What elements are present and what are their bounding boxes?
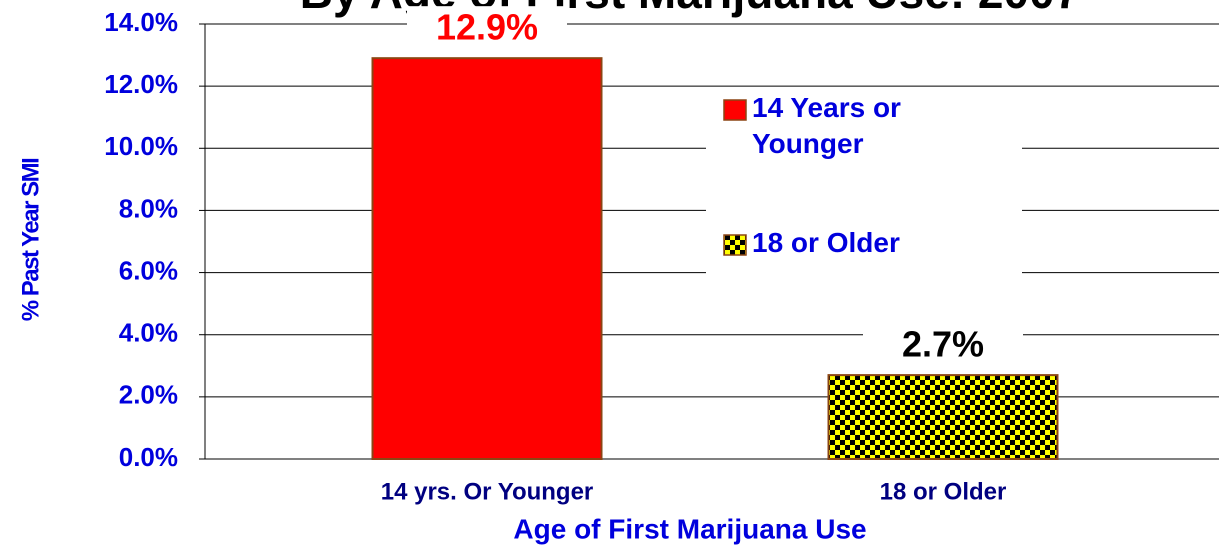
- value-label: 2.7%: [902, 324, 984, 365]
- y-tick-label: 4.0%: [119, 318, 178, 348]
- legend-box: [706, 88, 1022, 278]
- x-tick-label: 18 or Older: [880, 478, 1007, 505]
- value-label-bg: [863, 323, 1023, 370]
- y-tick-label: 8.0%: [119, 193, 178, 223]
- legend-item: 18 or Older: [752, 227, 900, 258]
- y-tick-label: 6.0%: [119, 255, 178, 285]
- value-label: 12.9%: [436, 7, 538, 48]
- y-axis-label: % Past Year SMI: [17, 158, 44, 321]
- y-tick-label: 14.0%: [104, 7, 178, 37]
- legend-swatch: [723, 234, 747, 256]
- legend-label: 18 or Older: [752, 227, 900, 258]
- bar: [371, 57, 603, 461]
- x-axis-label: Age of First Marijuana Use: [513, 513, 866, 544]
- y-tick-label: 12.0%: [104, 69, 178, 99]
- legend-item: 14 Years or Younger: [752, 92, 901, 159]
- bar: [827, 374, 1059, 461]
- y-tick-label: 0.0%: [119, 442, 178, 472]
- legend-label: 14 Years or Younger: [752, 92, 901, 159]
- legend-swatch: [723, 99, 747, 121]
- x-tick-label: 14 yrs. Or Younger: [381, 478, 594, 505]
- value-label-bg: [407, 6, 567, 53]
- y-tick-label: 10.0%: [104, 131, 178, 161]
- y-tick-label: 2.0%: [119, 380, 178, 410]
